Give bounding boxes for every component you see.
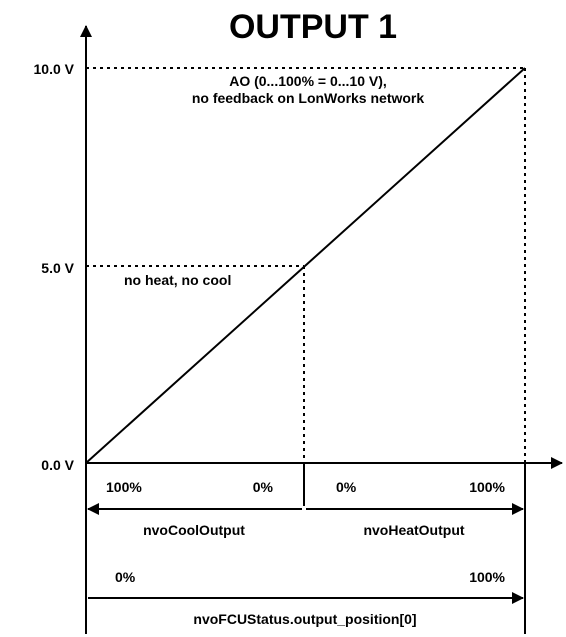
page-title: OUTPUT 1: [229, 8, 397, 46]
output-position-label: nvoFCUStatus.output_position[0]: [193, 611, 416, 627]
annotation-ao-line2: no feedback on LonWorks network: [192, 90, 425, 106]
cool-right-label: 0%: [253, 479, 274, 495]
position-left-label: 0%: [115, 569, 136, 585]
cool-output-label: nvoCoolOutput: [143, 522, 245, 538]
y-tick-label-10v: 10.0 V: [34, 61, 75, 77]
y-tick-label-5v: 5.0 V: [41, 260, 74, 276]
guide-lines: [86, 67, 526, 463]
output-line: [85, 67, 526, 464]
annotation-ao-line1: AO (0...100% = 0...10 V),: [229, 73, 387, 89]
position-right-label: 100%: [469, 569, 505, 585]
heat-right-label: 100%: [469, 479, 505, 495]
heat-output-label: nvoHeatOutput: [363, 522, 464, 538]
cool-left-label: 100%: [106, 479, 142, 495]
heat-left-label: 0%: [336, 479, 357, 495]
annotation-no-heat-no-cool: no heat, no cool: [124, 272, 231, 288]
y-tick-label-0v: 0.0 V: [41, 457, 74, 473]
